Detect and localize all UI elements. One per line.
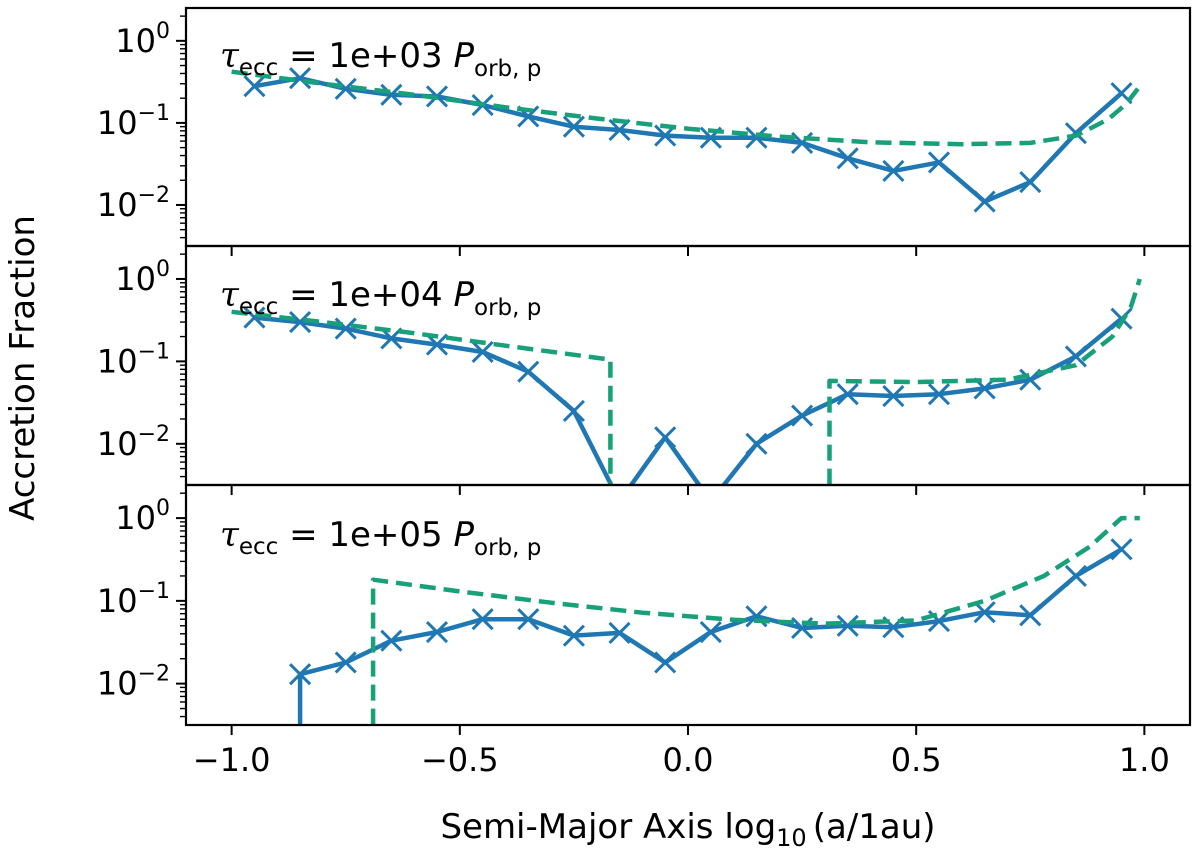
panel-1-p-symbol: P — [453, 36, 474, 76]
panel-3-point-0 — [289, 663, 312, 686]
x-tick-label-0: −1.0 — [193, 741, 271, 779]
panel-1-point-11 — [745, 126, 768, 149]
panel-3-point-1 — [334, 651, 357, 674]
panel-1-annotation: τecc = 1e+03 Porb, p — [220, 36, 541, 82]
panel-2-point-10 — [701, 491, 721, 511]
panel-3-p-symbol: P — [453, 515, 474, 555]
panel-2-point-7 — [562, 399, 585, 423]
panel-3-ann-mid: = 1e+05 — [278, 515, 453, 555]
panel-1-point-0 — [243, 75, 266, 98]
panel-2-tau-sub: ecc — [239, 294, 278, 320]
panel-3-point-5 — [517, 608, 540, 631]
panel-2-point-5 — [471, 340, 494, 364]
panel-1-point-16 — [973, 190, 996, 213]
panel-2-point-8 — [610, 491, 630, 511]
panel-3-point-6 — [562, 624, 585, 647]
panel-2-point-18 — [1064, 345, 1087, 368]
panel-3: 100 10−1 10−2 τecc = 1e+05 Porb, p — [97, 483, 1192, 735]
panel-2-point-6 — [517, 360, 540, 383]
panel-1-simulation-line — [254, 75, 1123, 204]
panel-3-series — [289, 515, 1140, 725]
panel-2-point-14 — [882, 384, 905, 408]
panel-3-point-16 — [1019, 604, 1042, 627]
panel-2-p-sub: orb, p — [474, 295, 541, 321]
panel-3-point-2 — [380, 629, 403, 652]
x-tick-label-4: 1.0 — [1119, 741, 1170, 779]
panel-1-point-1 — [289, 67, 312, 90]
panel-2-simulation-line — [254, 315, 1123, 485]
panel-3-point-9 — [699, 620, 722, 644]
x-axis-label-main: Semi-Major Axis log — [440, 807, 776, 847]
panel-3-yaxis: 100 10−1 10−2 — [97, 492, 1146, 735]
panel-2: 100 10−1 10−2 τecc = 1e+04 Porb, p — [97, 244, 1192, 511]
panel-2-point-9 — [654, 426, 677, 449]
panel-2-ytick-label-0: 100 — [115, 257, 170, 298]
panel-2-yaxis: 100 10−1 10−2 — [97, 253, 1146, 495]
panel-1-point-14 — [882, 159, 905, 182]
panel-2-ytick-label-1: 10−1 — [97, 339, 170, 380]
x-tick-label-3: 0.5 — [891, 741, 942, 779]
panel-1-ytick-label-0: 100 — [115, 19, 170, 60]
panel-1-yaxis: 100 10−1 10−2 — [97, 15, 1146, 256]
x-axis: −1.0 −0.5 0.0 0.5 1.0 — [193, 741, 1170, 779]
panel-1-point-3 — [380, 83, 403, 106]
panel-1: 100 10−1 10−2 τecc = 1e+03 Porb, p — [97, 6, 1192, 256]
panel-3-point-12 — [836, 614, 859, 637]
panel-2-point-13 — [836, 383, 859, 406]
y-axis-label: Accretion Fraction — [3, 215, 43, 521]
panel-3-point-15 — [973, 601, 996, 624]
panel-3-p-sub: orb, p — [474, 535, 541, 561]
panel-2-point-17 — [1019, 368, 1042, 391]
panel-2-point-11 — [745, 432, 768, 455]
panel-2-p-symbol: P — [453, 275, 474, 315]
panel-2-model-line-1 — [827, 278, 1142, 485]
panel-1-point-17 — [1019, 171, 1042, 194]
panel-3-point-7 — [608, 621, 631, 644]
panel-3-annotation: τecc = 1e+05 Porb, p — [220, 515, 541, 561]
panel-1-tau-sub: ecc — [239, 55, 278, 81]
panel-3-ytick-label-2: 10−2 — [97, 662, 170, 703]
panel-2-point-0 — [243, 306, 266, 329]
panel-2-annotation: τecc = 1e+04 Porb, p — [220, 275, 541, 321]
x-axis-label-sub: 10 — [776, 824, 807, 852]
panel-2-point-15 — [927, 383, 951, 406]
panel-3-point-3 — [425, 620, 449, 644]
panel-3-point-18 — [1110, 538, 1133, 561]
panel-2-series — [231, 278, 1142, 511]
panel-1-model-line — [231, 69, 1142, 147]
panel-2-model-line-0 — [231, 309, 613, 485]
panel-1-ytick-label-2: 10−2 — [97, 183, 170, 224]
panel-3-tau-sub: ecc — [239, 534, 278, 560]
panel-1-tau-symbol: τ — [220, 36, 240, 76]
panel-2-tau-symbol: τ — [220, 275, 240, 315]
panel-1-ytick-label-1: 10−1 — [97, 101, 170, 142]
panel-1-p-sub: orb, p — [474, 56, 541, 82]
x-tick-label-2: 0.0 — [663, 741, 714, 779]
panel-1-point-7 — [562, 115, 585, 138]
x-axis-label: Semi-Major Axis log10 (a/1au) — [440, 807, 935, 852]
panel-3-ytick-label-1: 10−1 — [97, 579, 170, 620]
panel-3-simulation-line — [297, 547, 1123, 725]
panel-2-point-12 — [791, 404, 814, 427]
panel-1-point-15 — [927, 151, 951, 174]
panel-2-point-4 — [425, 333, 449, 356]
panel-3-point-8 — [654, 651, 677, 674]
panel-1-series — [231, 67, 1142, 213]
panel-3-point-4 — [471, 608, 494, 631]
x-tick-label-1: −0.5 — [421, 741, 499, 779]
panel-2-ann-mid: = 1e+04 — [278, 275, 453, 315]
panel-3-tau-symbol: τ — [220, 515, 240, 555]
x-axis-label-rest: (a/1au) — [813, 807, 936, 847]
panel-3-point-17 — [1064, 564, 1087, 588]
panel-2-point-1 — [289, 310, 312, 334]
panel-1-point-2 — [334, 77, 357, 100]
panel-3-ytick-label-0: 100 — [115, 496, 170, 537]
panel-1-point-13 — [836, 147, 859, 170]
panel-2-ytick-label-2: 10−2 — [97, 422, 170, 463]
panel-1-ann-mid: = 1e+03 — [278, 36, 453, 76]
